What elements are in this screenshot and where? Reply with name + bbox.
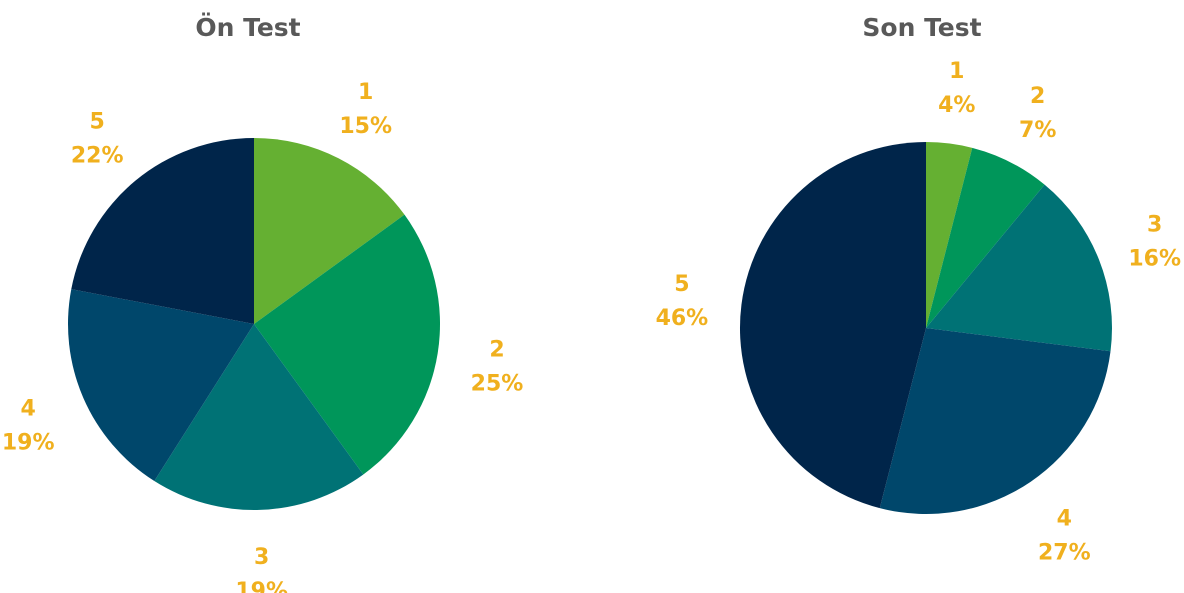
slice-percent-label: 19% xyxy=(2,431,55,456)
slice-percent-label: 25% xyxy=(471,372,524,397)
slice-category-label: 1 xyxy=(358,80,373,105)
slice-category-label: 2 xyxy=(1030,84,1045,109)
pie-chart-post-test: Son Test 14% 27%316%427%546% xyxy=(656,13,1181,566)
pie-slices xyxy=(67,138,441,510)
chart-title: Ön Test xyxy=(195,12,300,42)
slice-labels: 1 15% 2 25% 3 19% 4 19% 5 22% xyxy=(2,80,523,593)
pie-slice-1 xyxy=(254,138,405,324)
pie-slice-5 xyxy=(71,138,254,324)
slice-category-label: 1 xyxy=(949,59,964,84)
slice-percent-label: 19% xyxy=(235,579,288,593)
slice-category-label: 2 xyxy=(489,338,504,363)
slice-category-label: 5 xyxy=(674,272,689,297)
slice-percent-label: 27% xyxy=(1038,541,1091,566)
pie-slices xyxy=(739,142,1112,515)
pie-slice-3 xyxy=(926,184,1112,352)
pie-slice-4 xyxy=(879,328,1111,515)
pie-chart-pre-test: Ön Test 1 15% 2 25% 3 19% 4 19% 5 22% xyxy=(2,12,523,593)
pie-slice-4 xyxy=(67,289,255,482)
slice-percent-label: 46% xyxy=(656,306,709,331)
pie-slice-1 xyxy=(926,142,973,328)
slice-percent-label: 15% xyxy=(339,114,392,139)
slice-percent-label: 7% xyxy=(1019,118,1056,143)
slice-percent-label: 4% xyxy=(938,93,975,118)
pie-slice-2 xyxy=(254,214,441,475)
slice-category-label: 3 xyxy=(1147,212,1162,237)
pie-slice-3 xyxy=(154,324,364,510)
chart-title: Son Test xyxy=(862,13,981,42)
slice-category-label: 3 xyxy=(254,545,269,570)
slice-category-label: 4 xyxy=(21,397,36,422)
pie-slice-5 xyxy=(739,142,926,509)
slice-percent-label: 22% xyxy=(71,144,124,169)
slice-category-label: 5 xyxy=(90,110,105,135)
slice-labels: 14% 27%316%427%546% xyxy=(656,59,1181,566)
slice-category-label: 4 xyxy=(1057,507,1072,532)
pie-slice-2 xyxy=(926,147,1045,328)
slice-percent-label: 16% xyxy=(1128,246,1181,271)
